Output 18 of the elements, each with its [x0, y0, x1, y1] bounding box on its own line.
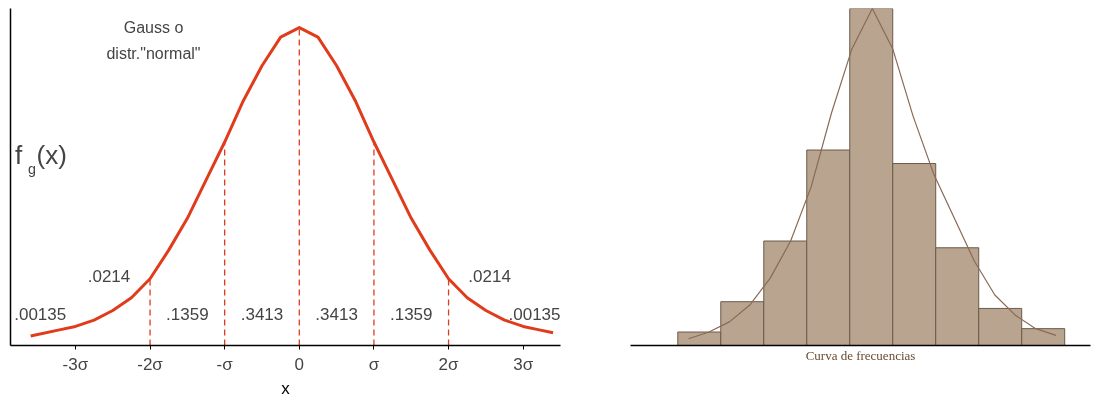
x-tick-label: 3σ — [513, 354, 534, 374]
x-tick-label: -2σ — [137, 354, 164, 374]
annotation: .3413 — [315, 305, 358, 325]
annotation: .0214 — [87, 266, 131, 286]
annotation: .1359 — [166, 305, 209, 325]
x-tick-label: 2σ — [438, 354, 460, 374]
x-axis-title: x — [281, 378, 291, 398]
x-axis-title: Curva de frecuencias — [805, 347, 916, 363]
x-tick-label: 0 — [294, 354, 305, 374]
chart-title: Gauss o distr."normal" — [106, 18, 201, 62]
annotation: .0214 — [468, 266, 511, 286]
annotation: .3413 — [240, 305, 284, 325]
x-tick-label: -3σ — [62, 354, 89, 374]
x-tick-label: σ — [368, 354, 380, 374]
annotation: .00135 — [508, 305, 561, 325]
annotation: .1359 — [389, 305, 433, 325]
x-tick-label: -σ — [216, 354, 234, 374]
annotation: .00135 — [14, 305, 67, 325]
